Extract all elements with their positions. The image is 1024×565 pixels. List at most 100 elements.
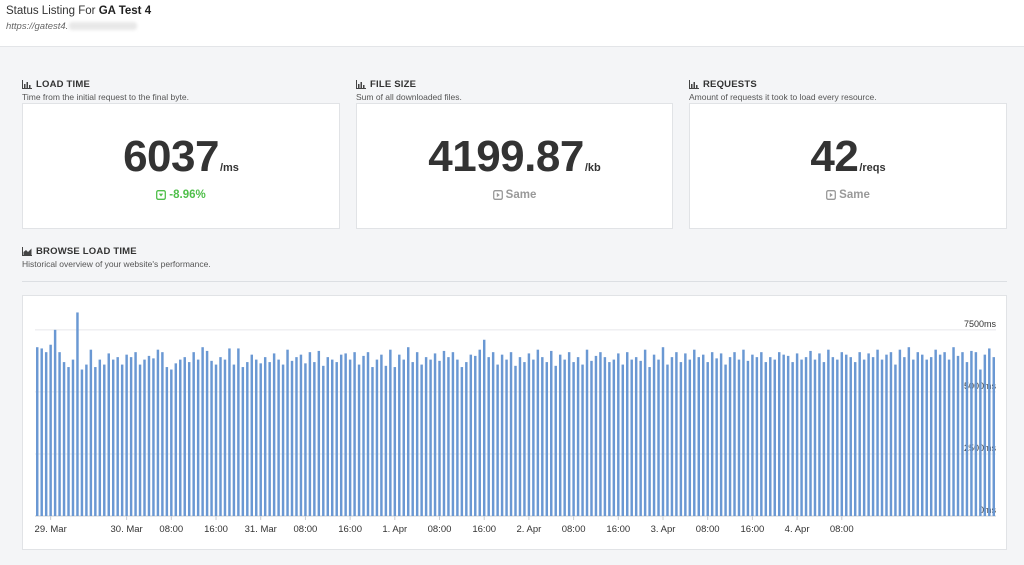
- bar[interactable]: [840, 352, 844, 516]
- bar[interactable]: [210, 360, 213, 516]
- bar[interactable]: [331, 359, 334, 516]
- bar[interactable]: [862, 359, 866, 516]
- bar[interactable]: [657, 359, 660, 516]
- bar[interactable]: [246, 362, 249, 516]
- bar[interactable]: [40, 348, 43, 516]
- bar[interactable]: [53, 329, 57, 516]
- bar[interactable]: [156, 349, 160, 516]
- bar[interactable]: [527, 353, 531, 516]
- bar[interactable]: [809, 350, 812, 516]
- bar[interactable]: [187, 362, 191, 516]
- bar[interactable]: [281, 364, 285, 516]
- bar[interactable]: [67, 367, 70, 516]
- bar[interactable]: [277, 359, 280, 516]
- bar[interactable]: [992, 357, 995, 516]
- bar[interactable]: [384, 365, 388, 516]
- bar[interactable]: [652, 354, 656, 516]
- bar[interactable]: [407, 347, 410, 516]
- bar[interactable]: [420, 364, 423, 516]
- bar[interactable]: [608, 362, 611, 516]
- bar[interactable]: [478, 349, 481, 516]
- bar[interactable]: [706, 362, 709, 516]
- bar[interactable]: [89, 349, 93, 516]
- bar[interactable]: [111, 359, 115, 516]
- bar[interactable]: [621, 364, 625, 516]
- bar[interactable]: [460, 367, 464, 516]
- bar[interactable]: [429, 359, 432, 516]
- bar[interactable]: [469, 354, 473, 516]
- bar[interactable]: [380, 354, 383, 516]
- bar[interactable]: [871, 357, 875, 516]
- bar[interactable]: [755, 357, 759, 516]
- bar[interactable]: [710, 352, 714, 516]
- bar[interactable]: [424, 357, 428, 516]
- bar[interactable]: [769, 357, 772, 516]
- bar[interactable]: [393, 367, 397, 516]
- bar[interactable]: [138, 364, 142, 516]
- bar[interactable]: [165, 367, 169, 516]
- bar[interactable]: [961, 352, 964, 516]
- bar[interactable]: [661, 347, 665, 516]
- bar[interactable]: [558, 354, 562, 516]
- bar[interactable]: [371, 367, 374, 516]
- bar[interactable]: [643, 349, 647, 516]
- bar[interactable]: [934, 349, 937, 516]
- bar[interactable]: [317, 350, 321, 516]
- bar[interactable]: [201, 347, 204, 516]
- bar[interactable]: [795, 353, 799, 516]
- bar[interactable]: [120, 364, 124, 516]
- bar[interactable]: [192, 352, 195, 516]
- bar[interactable]: [523, 362, 526, 516]
- bar[interactable]: [362, 355, 365, 516]
- bar[interactable]: [974, 352, 978, 516]
- bar[interactable]: [715, 358, 718, 516]
- bar[interactable]: [134, 352, 137, 516]
- bar[interactable]: [268, 362, 271, 516]
- bar[interactable]: [876, 349, 879, 516]
- bar[interactable]: [170, 369, 173, 516]
- site-url[interactable]: https://gatest4.: [6, 21, 138, 32]
- bar[interactable]: [719, 353, 723, 516]
- bar[interactable]: [402, 359, 405, 516]
- bar[interactable]: [482, 339, 486, 516]
- bar[interactable]: [947, 359, 951, 516]
- bar[interactable]: [286, 349, 289, 516]
- bar[interactable]: [536, 349, 540, 516]
- bar[interactable]: [116, 357, 119, 516]
- bar[interactable]: [612, 359, 616, 516]
- bar[interactable]: [760, 352, 763, 516]
- bar[interactable]: [894, 364, 897, 516]
- bar[interactable]: [398, 354, 401, 516]
- bar[interactable]: [456, 359, 459, 516]
- bar[interactable]: [36, 347, 39, 516]
- bar[interactable]: [684, 353, 687, 516]
- bar[interactable]: [782, 354, 785, 516]
- bar[interactable]: [147, 355, 151, 516]
- bar[interactable]: [326, 357, 329, 516]
- bar[interactable]: [308, 352, 312, 516]
- bar[interactable]: [836, 359, 839, 516]
- bar[interactable]: [545, 362, 549, 516]
- bar[interactable]: [827, 349, 830, 516]
- bar[interactable]: [912, 359, 915, 516]
- bar[interactable]: [196, 359, 200, 516]
- bar[interactable]: [143, 359, 146, 516]
- bar[interactable]: [675, 352, 678, 516]
- bar[interactable]: [98, 359, 102, 516]
- bar[interactable]: [688, 359, 692, 516]
- bar[interactable]: [880, 359, 884, 516]
- bar[interactable]: [500, 354, 504, 516]
- bar[interactable]: [764, 362, 768, 516]
- bar[interactable]: [532, 359, 535, 516]
- bar[interactable]: [125, 354, 128, 516]
- bar[interactable]: [889, 352, 893, 516]
- bar[interactable]: [290, 360, 294, 516]
- bar[interactable]: [411, 362, 414, 516]
- bar[interactable]: [438, 360, 441, 516]
- bar[interactable]: [415, 352, 419, 516]
- bar[interactable]: [679, 362, 683, 516]
- bar[interactable]: [831, 357, 835, 516]
- bar[interactable]: [442, 350, 446, 516]
- bar[interactable]: [71, 359, 75, 516]
